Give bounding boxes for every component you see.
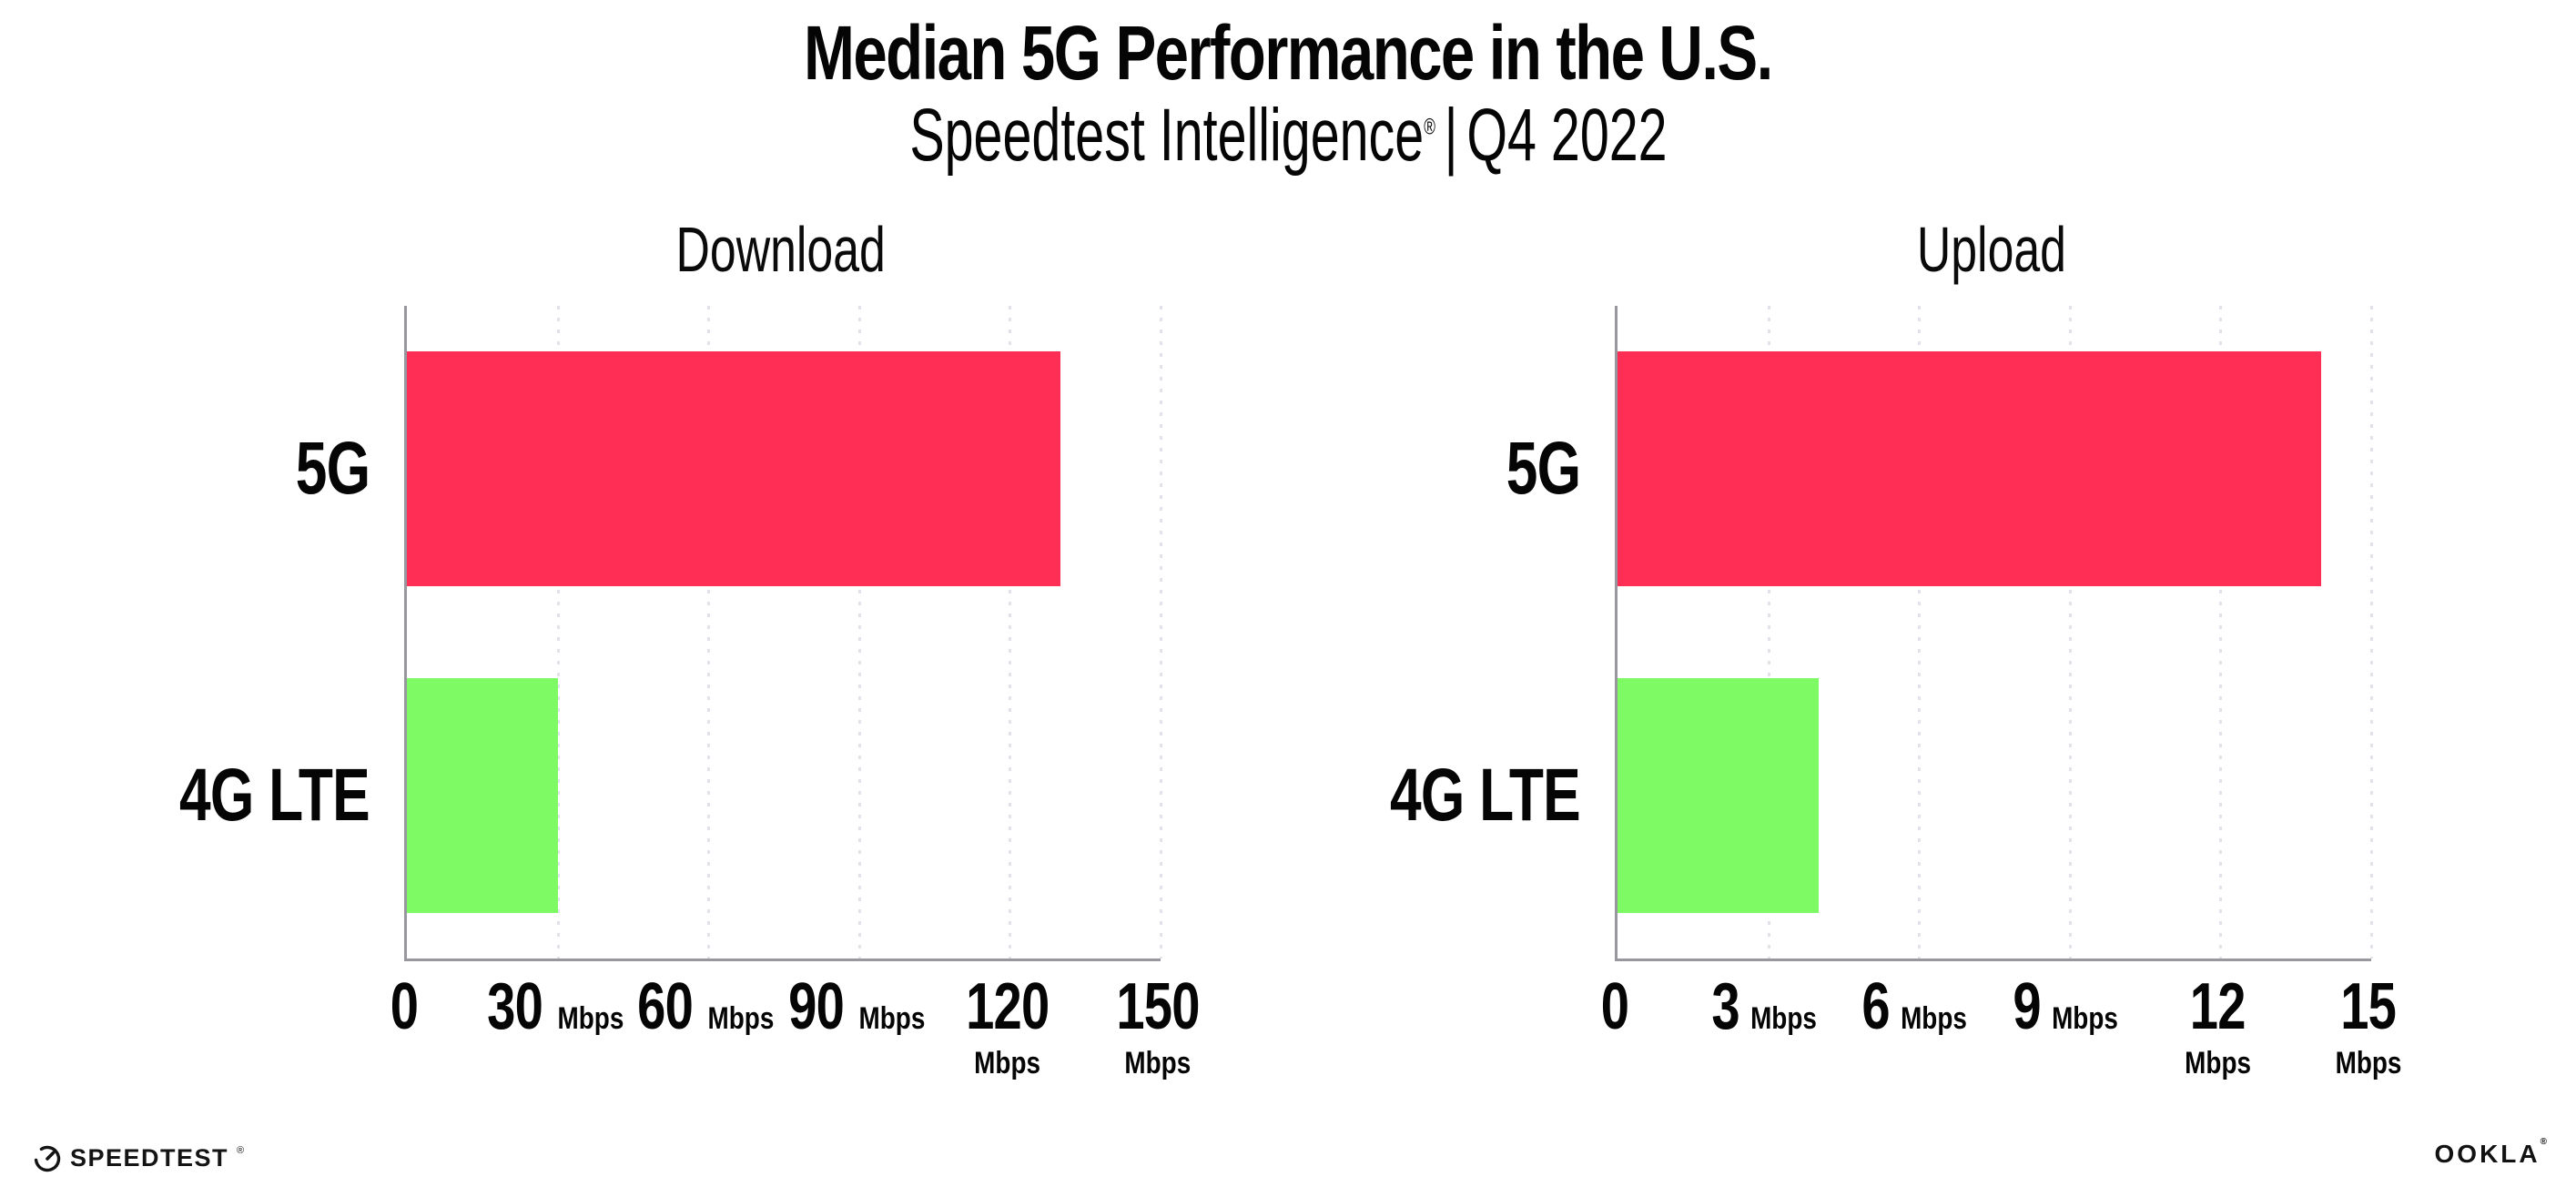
category-label-4g-lte: 4G LTE — [1342, 678, 1581, 913]
x-tick-unit: Mbps — [2335, 1046, 2402, 1080]
x-tick: 3 Mbps — [1708, 974, 1824, 1040]
category-label-text: 5G — [1506, 427, 1580, 510]
x-tick-unit: Mbps — [1901, 1001, 1968, 1036]
download-chart-title-text: Download — [675, 214, 887, 285]
speedtest-logo-text: SPEEDTEST — [70, 1143, 229, 1172]
ookla-logo-text: OOKLA — [2434, 1140, 2541, 1168]
ookla-logo: OOKLA® — [2434, 1136, 2547, 1169]
gridline — [556, 306, 560, 959]
upload-chart: Upload 5G 4G LTE 0 3 Mbps 6 Mbps 9 Mbps 12Mbps 15… — [1342, 209, 2402, 1174]
x-tick-value: 30 — [486, 970, 543, 1043]
download-plot-area — [404, 306, 1162, 961]
upload-chart-title-text: Upload — [1916, 214, 2067, 285]
x-tick: 15Mbps — [2328, 974, 2409, 1079]
x-tick-value: 0 — [1600, 970, 1629, 1043]
speedtest-gauge-icon — [34, 1145, 61, 1172]
x-tick: 12Mbps — [2143, 974, 2294, 1079]
download-chart: Download 5G 4G LTE 0 30 Mbps 60 Mbps 90 Mbps 120… — [131, 209, 1201, 1174]
subtitle-period: Q4 2022 — [1465, 94, 1668, 177]
category-label-text: 5G — [295, 427, 370, 510]
category-label-5g: 5G — [1342, 351, 1580, 586]
bar-4g-lte — [1618, 678, 1819, 913]
category-label-text: 4G LTE — [1390, 754, 1581, 837]
x-tick-unit: Mbps — [2051, 1001, 2118, 1036]
x-tick: 30 Mbps — [479, 974, 631, 1040]
category-label-5g: 5G — [131, 351, 370, 586]
x-tick-value: 0 — [390, 970, 419, 1043]
page-title: Median 5G Performance in the U.S. — [0, 10, 2576, 96]
gridline — [2370, 306, 2373, 959]
registered-trademark-mark: ® — [1423, 115, 1435, 140]
x-tick-unit: Mbps — [707, 1001, 775, 1036]
gridline — [2219, 306, 2223, 959]
ookla-registered-mark: ® — [2540, 1136, 2547, 1147]
gridline — [1918, 306, 1922, 959]
x-tick: 6 Mbps — [1858, 974, 1974, 1040]
x-tick-value: 3 — [1710, 970, 1739, 1043]
bar-5g — [1618, 351, 2321, 586]
category-label-text: 4G LTE — [179, 754, 370, 837]
gridline — [1767, 306, 1770, 959]
x-tick-value: 6 — [1861, 970, 1891, 1043]
gridline — [707, 306, 711, 959]
subtitle-separator: | — [1444, 94, 1458, 177]
x-tick-unit: Mbps — [557, 1001, 624, 1036]
page-title-text: Median 5G Performance in the U.S. — [804, 10, 1773, 96]
gridline — [857, 306, 861, 959]
x-tick-value: 60 — [637, 970, 694, 1043]
x-tick: 60 Mbps — [630, 974, 782, 1040]
page-subtitle: Speedtest Intelligence® | Q4 2022 — [0, 93, 2576, 178]
x-tick-unit: Mbps — [858, 1001, 926, 1036]
gridline — [1009, 306, 1012, 959]
page-subtitle-text: Speedtest Intelligence® | Q4 2022 — [909, 93, 1667, 178]
x-tick-value: 150 — [1116, 970, 1200, 1043]
upload-plot-area — [1615, 306, 2373, 961]
x-tick-unit: Mbps — [973, 1046, 1040, 1080]
upload-x-axis-ticks: 0 3 Mbps 6 Mbps 9 Mbps 12Mbps 15Mbps — [1601, 974, 2402, 1138]
x-tick: 90 Mbps — [780, 974, 932, 1040]
x-tick: 150Mbps — [1104, 974, 1211, 1079]
x-tick: 9 Mbps — [2009, 974, 2125, 1040]
upload-category-axis: 5G 4G LTE — [1342, 306, 1581, 959]
subtitle-product: Speedtest Intelligence — [908, 94, 1424, 177]
gridline — [1160, 306, 1162, 959]
x-tick-unit: Mbps — [1124, 1046, 1192, 1080]
gridline — [2068, 306, 2072, 959]
x-tick-unit: Mbps — [2184, 1046, 2251, 1080]
download-category-axis: 5G 4G LTE — [131, 306, 370, 959]
x-tick-value: 120 — [965, 970, 1050, 1043]
x-tick: 0 — [386, 974, 421, 1040]
bar-5g — [407, 351, 1060, 586]
x-tick: 120Mbps — [932, 974, 1083, 1079]
x-tick-value: 90 — [787, 970, 845, 1043]
x-tick-unit: Mbps — [1749, 1001, 1817, 1036]
download-chart-title: Download — [404, 215, 1158, 285]
speedtest-registered-mark: ® — [237, 1145, 245, 1156]
x-tick-value: 9 — [2013, 970, 2041, 1043]
x-tick-value: 15 — [2340, 970, 2398, 1043]
download-x-axis-ticks: 0 30 Mbps 60 Mbps 90 Mbps 120Mbps 150Mbps — [390, 974, 1201, 1138]
category-label-4g-lte: 4G LTE — [131, 678, 370, 913]
upload-chart-title: Upload — [1615, 215, 2368, 285]
x-tick: 0 — [1597, 974, 1632, 1040]
bar-4g-lte — [407, 678, 558, 913]
speedtest-logo: SPEEDTEST ® — [33, 1136, 244, 1180]
x-tick-value: 12 — [2189, 970, 2246, 1043]
